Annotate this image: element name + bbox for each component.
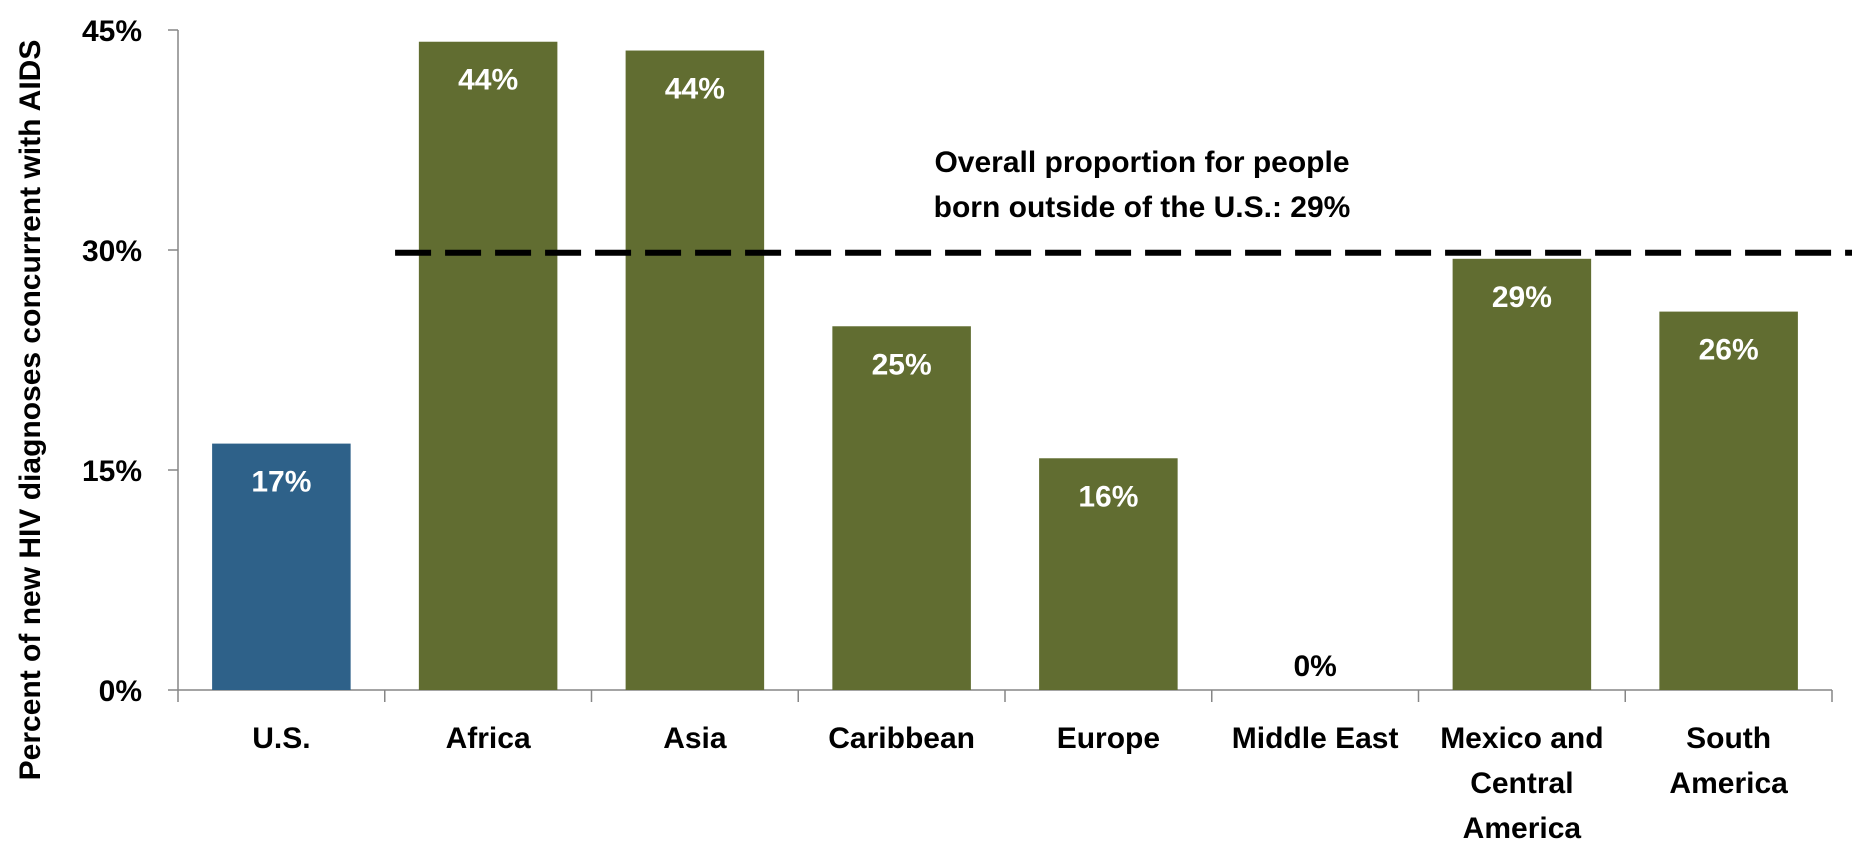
x-tick-label-line: America (1669, 767, 1788, 800)
y-tick-label: 45% (82, 15, 142, 48)
x-tick-label-line: Africa (446, 722, 531, 755)
bar (1659, 311, 1798, 690)
y-tick-label: 15% (82, 455, 142, 488)
data-label: 25% (872, 348, 932, 381)
reference-line-label: Overall proportion for people born outsid… (934, 146, 1351, 224)
x-tick-label-line: America (1463, 812, 1582, 844)
x-tick-label-line: Mexico and (1440, 722, 1603, 755)
bar (418, 41, 558, 690)
data-label: 44% (458, 64, 518, 97)
x-tick-label: Africa (446, 722, 531, 755)
x-tick-label-line: Middle East (1232, 722, 1399, 755)
data-label: 0% (1293, 650, 1336, 683)
x-tick-label-line: U.S. (252, 722, 310, 755)
bar (1452, 258, 1592, 690)
x-tick-label-line: Caribbean (828, 722, 975, 755)
bar (1039, 458, 1178, 690)
x-tick-label-line: Europe (1057, 722, 1160, 755)
data-label: 16% (1078, 480, 1138, 513)
data-label: 17% (251, 466, 311, 499)
data-label: 26% (1699, 334, 1759, 367)
x-tick-label: Mexico and Central America (1440, 722, 1603, 844)
x-tick-label: Caribbean (828, 722, 975, 755)
x-tick-label: Asia (663, 722, 727, 755)
data-label: 44% (665, 73, 725, 106)
x-tick-label: Middle East (1232, 722, 1399, 755)
x-tick-label: U.S. (252, 722, 310, 755)
x-tick-label: South America (1669, 722, 1788, 800)
x-tick-label-line: South (1686, 722, 1771, 755)
x-tick-label-line: Asia (663, 722, 727, 755)
x-tick-label: Europe (1057, 722, 1160, 755)
bar (212, 443, 351, 690)
y-tick-label: 30% (82, 235, 142, 268)
bar (832, 326, 971, 690)
y-axis-title: Percent of new HIV diagnoses concurrent … (14, 40, 47, 781)
x-tick-label-line: Central (1470, 767, 1573, 800)
reference-line-label-line: born outside of the U.S.: 29% (934, 191, 1351, 224)
y-tick-label: 0% (99, 675, 142, 708)
reference-line-label-line: Overall proportion for people (934, 146, 1349, 179)
data-label: 29% (1492, 281, 1552, 314)
bar (625, 50, 765, 691)
